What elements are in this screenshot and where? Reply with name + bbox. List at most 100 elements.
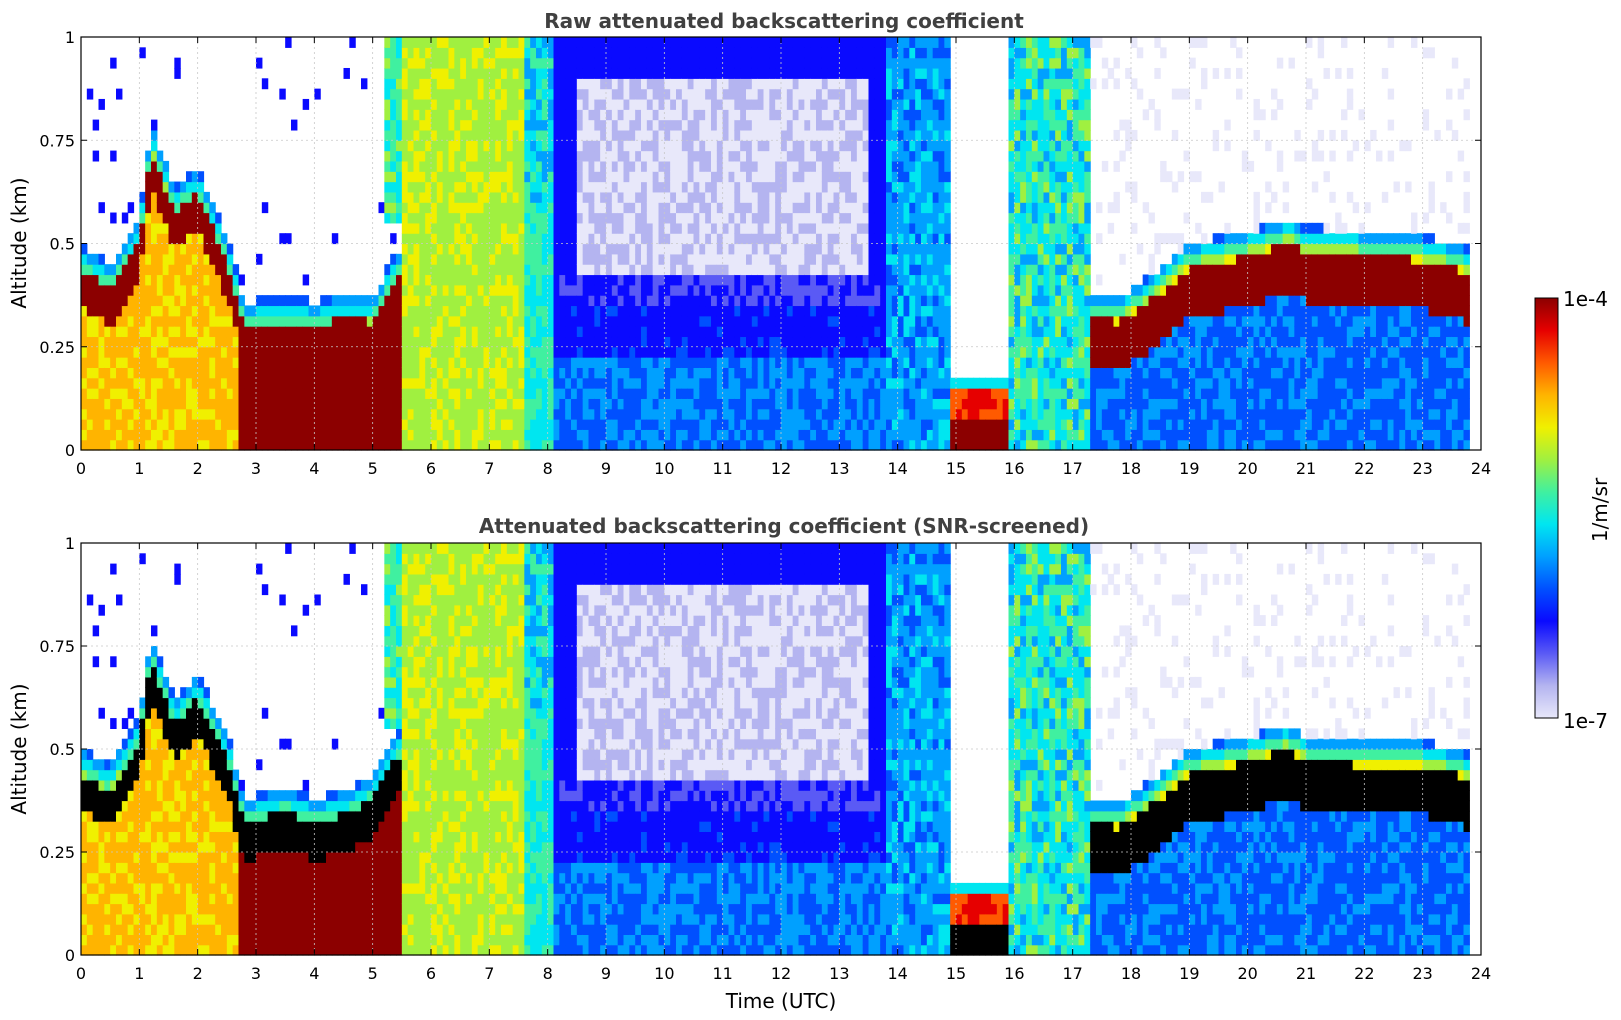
heatmap-cell [565, 160, 572, 172]
heatmap-cell [874, 419, 881, 430]
heatmap-cell [833, 222, 840, 234]
heatmap-cell [804, 160, 811, 172]
heatmap-cell [950, 388, 957, 399]
heatmap-cell [711, 336, 718, 348]
heatmap-cell [909, 88, 916, 100]
heatmap-cell [209, 429, 216, 441]
heatmap-cell [606, 264, 613, 276]
heatmap-cell [711, 67, 718, 79]
heatmap-cell [454, 67, 461, 79]
heatmap-cell [588, 233, 595, 245]
heatmap-cell [851, 67, 858, 79]
heatmap-cell [582, 212, 590, 224]
heatmap-cell [705, 129, 712, 141]
heatmap-cell [868, 315, 875, 327]
heatmap-cell [489, 429, 496, 441]
heatmap-cell [541, 67, 549, 79]
heatmap-cell [676, 367, 683, 379]
heatmap-cell [530, 202, 537, 214]
heatmap-cell [530, 357, 537, 368]
heatmap-cell [471, 367, 479, 379]
heatmap-cell [856, 222, 864, 234]
heatmap-cell [845, 171, 852, 183]
heatmap-cell [530, 88, 537, 100]
heatmap-cell [693, 37, 700, 48]
heatmap-cell [827, 336, 835, 348]
heatmap-cell [139, 429, 146, 441]
heatmap-cell [757, 222, 765, 234]
heatmap-cell [571, 243, 578, 255]
heatmap-cell [611, 202, 619, 214]
heatmap-cell [746, 274, 753, 286]
heatmap-cell [734, 377, 741, 389]
heatmap-cell [664, 109, 671, 121]
heatmap-cell [291, 408, 298, 420]
heatmap-cell [495, 357, 502, 368]
heatmap-cell [565, 78, 572, 90]
heatmap-cell [133, 367, 140, 379]
heatmap-cell [396, 439, 403, 451]
heatmap-cell [396, 67, 403, 79]
heatmap-cell [880, 264, 887, 276]
heatmap-cell [629, 408, 636, 420]
heatmap-cell [127, 388, 135, 399]
heatmap-cell [845, 109, 852, 121]
heatmap-cell [711, 367, 718, 379]
heatmap-cell [810, 295, 817, 307]
heatmap-cell [938, 346, 945, 358]
heatmap-cell [588, 429, 595, 441]
heatmap-cell [559, 37, 566, 48]
heatmap-cell [886, 233, 893, 245]
heatmap-cell [104, 264, 111, 276]
heatmap-cell [436, 119, 444, 131]
heatmap-cell [372, 377, 380, 389]
heatmap-cell [594, 212, 601, 224]
heatmap-cell [541, 243, 549, 255]
heatmap-cell [967, 419, 975, 430]
heatmap-cell [728, 408, 735, 420]
heatmap-cell [407, 357, 415, 368]
heatmap-cell [757, 212, 765, 224]
heatmap-cell [821, 119, 829, 131]
heatmap-cell [646, 57, 654, 69]
heatmap-cell [711, 346, 718, 358]
heatmap-cell [757, 264, 765, 276]
heatmap-cell [839, 202, 846, 214]
heatmap-cell [471, 336, 479, 348]
heatmap-cell [162, 377, 170, 389]
heatmap-cell [716, 98, 724, 110]
heatmap-cell [139, 202, 146, 214]
heatmap-cell [547, 98, 555, 110]
heatmap-cell [856, 78, 864, 90]
heatmap-cell [926, 326, 934, 338]
heatmap-cell [174, 57, 181, 69]
heatmap-cell [145, 315, 152, 327]
heatmap-cell [833, 346, 840, 358]
heatmap-cell [781, 202, 788, 214]
heatmap-cell [448, 98, 455, 110]
heatmap-cell [186, 295, 193, 307]
heatmap-cell [536, 336, 543, 348]
heatmap-cell [197, 398, 205, 410]
heatmap-cell [670, 181, 677, 193]
heatmap-cell [874, 388, 881, 399]
heatmap-cell [664, 171, 671, 183]
heatmap-cell [541, 326, 549, 338]
heatmap-cell [763, 212, 770, 224]
heatmap-cell [121, 212, 129, 224]
heatmap-cell [606, 398, 613, 410]
heatmap-cell [110, 315, 117, 327]
heatmap-cell [728, 264, 735, 276]
heatmap-cell [862, 408, 870, 420]
heatmap-cell [804, 253, 811, 265]
heatmap-cell [156, 233, 164, 245]
heatmap-cell [810, 367, 817, 379]
heatmap-cell [512, 305, 520, 317]
heatmap-cell [512, 377, 520, 389]
heatmap-cell [209, 253, 216, 265]
heatmap-cell [769, 346, 776, 358]
heatmap-cell [203, 346, 210, 358]
heatmap-cell [506, 222, 514, 234]
heatmap-cell [436, 57, 444, 69]
heatmap-cell [827, 140, 835, 152]
